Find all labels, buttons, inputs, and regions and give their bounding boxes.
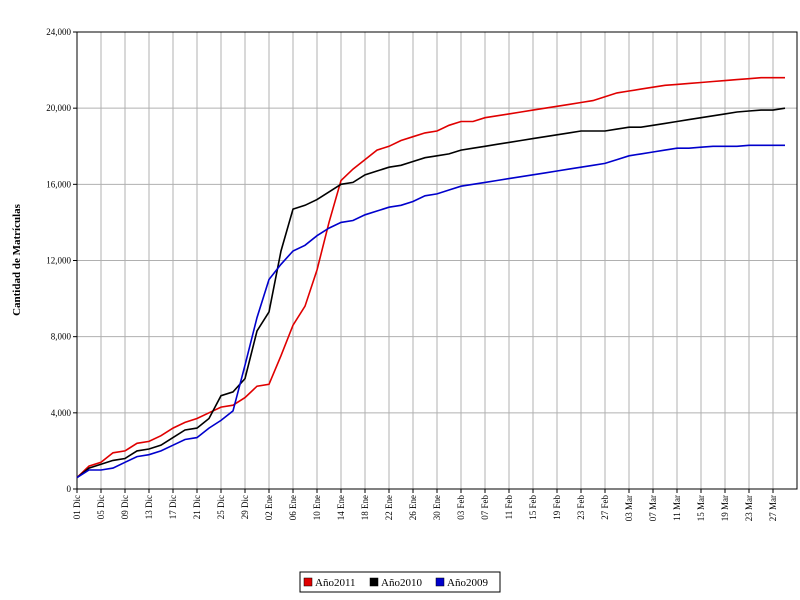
legend-swatch (303, 577, 313, 587)
x-tick-label: 19 Mar (720, 495, 730, 521)
x-tick-label: 19 Feb (552, 495, 562, 520)
x-tick-label: 23 Feb (576, 495, 586, 520)
x-tick-label: 07 Mar (648, 495, 658, 521)
y-tick-label: 20,000 (46, 103, 71, 113)
x-tick-label: 02 Ene (264, 495, 274, 520)
x-tick-label: 07 Feb (480, 495, 490, 520)
y-tick-label: 0 (67, 484, 72, 494)
x-tick-label: 27 Mar (768, 495, 778, 521)
y-tick-label: 24,000 (46, 27, 71, 37)
x-tick-label: 11 Feb (504, 495, 514, 520)
legend-swatch (435, 577, 445, 587)
x-tick-label: 22 Ene (384, 495, 394, 520)
x-tick-label: 10 Ene (312, 495, 322, 520)
x-tick-label: 06 Ene (288, 495, 298, 520)
x-tick-label: 27 Feb (600, 495, 610, 520)
x-tick-label: 15 Mar (696, 495, 706, 521)
x-tick-label: 14 Ene (336, 495, 346, 520)
plot-frame (76, 31, 798, 490)
x-tick-label: 17 Dic (168, 495, 178, 519)
y-tick-label: 8,000 (51, 332, 72, 342)
series-line (76, 76, 785, 479)
legend: Año2011 Año2010 Año2009 (299, 571, 501, 593)
y-axis-label: Cantidad de Matrículas (11, 203, 23, 316)
x-tick-label: 21 Dic (192, 495, 202, 519)
x-tick-label: 01 Dic (72, 495, 82, 519)
x-tick-label: 30 Ene (432, 495, 442, 520)
x-tick-label: 23 Mar (744, 495, 754, 521)
x-tick-label: 26 Ene (408, 495, 418, 520)
legend-label: Año2011 (315, 577, 356, 589)
x-tick-label: 13 Dic (144, 495, 154, 519)
y-tick-label: 16,000 (46, 179, 71, 189)
y-tick-label: 12,000 (46, 256, 71, 266)
series-line (76, 144, 785, 479)
x-tick-label: 29 Dic (240, 495, 250, 519)
legend-swatch (369, 577, 379, 587)
legend-label: Año2009 (447, 577, 488, 589)
x-tick-label: 03 Feb (456, 495, 466, 520)
x-tick-label: 18 Ene (360, 495, 370, 520)
legend-box (299, 571, 501, 593)
x-tick-label: 09 Dic (120, 495, 130, 519)
x-tick-label: 15 Feb (528, 495, 538, 520)
series-line (76, 107, 786, 479)
legend-label: Año2010 (381, 577, 422, 589)
y-tick-label: 4,000 (51, 408, 72, 418)
x-tick-label: 11 Mar (672, 495, 682, 521)
x-tick-label: 25 Dic (216, 495, 226, 519)
x-tick-label: 03 Mar (624, 495, 634, 521)
x-tick-label: 05 Dic (96, 495, 106, 519)
